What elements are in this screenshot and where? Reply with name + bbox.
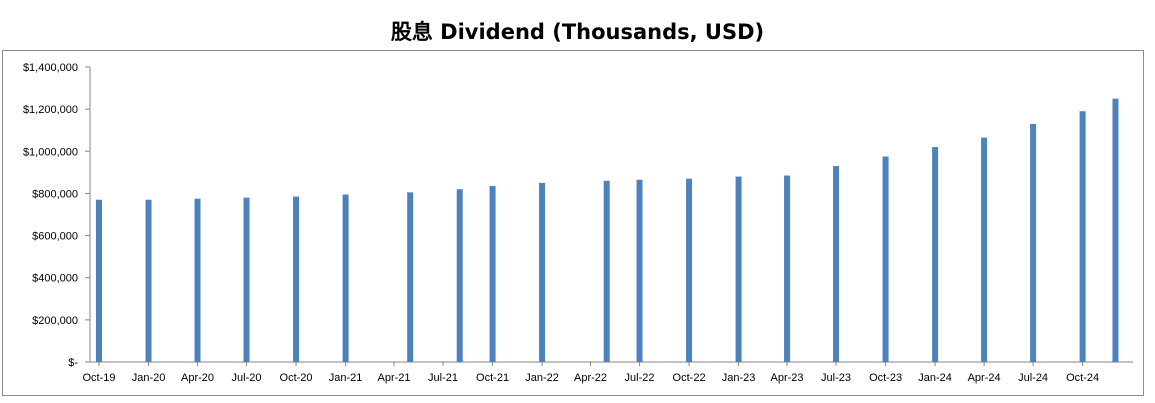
- y-tick-label: $200,000: [32, 315, 78, 327]
- x-tick-label: Oct-20: [280, 372, 313, 384]
- x-tick-label: Apr-21: [378, 372, 411, 384]
- x-tick-label: Jul-23: [821, 372, 851, 384]
- bar: [636, 179, 643, 362]
- bar: [686, 178, 693, 362]
- bar: [243, 197, 250, 362]
- bar: [1112, 98, 1119, 362]
- x-tick-label: Jul-20: [232, 372, 262, 384]
- bar: [833, 166, 840, 362]
- x-tick-label: Apr-22: [574, 372, 607, 384]
- bar: [603, 180, 610, 362]
- bar: [784, 175, 791, 362]
- bar: [456, 189, 463, 362]
- bar: [735, 176, 742, 362]
- bar: [981, 137, 988, 362]
- bar-chart: $- $200,000 $400,000 $600,000 $800,000 $1,000…: [23, 62, 1133, 384]
- bar: [194, 198, 201, 362]
- x-tick-label: Jan-22: [525, 372, 559, 384]
- x-tick-label: Apr-24: [968, 372, 1001, 384]
- y-tick-label: $1,200,000: [23, 104, 78, 116]
- x-tick-label: Oct-19: [82, 372, 115, 384]
- x-tick-label: Apr-23: [771, 372, 804, 384]
- x-tick-label: Oct-21: [476, 372, 509, 384]
- x-tick-label: Jul-21: [428, 372, 458, 384]
- bar: [489, 186, 496, 362]
- chart-area: $- $200,000 $400,000 $600,000 $800,000 $1,000…: [2, 50, 1144, 396]
- bar: [539, 182, 546, 362]
- bar: [407, 192, 414, 362]
- y-tick-label: $800,000: [32, 188, 78, 200]
- bar: [932, 147, 939, 362]
- bar: [145, 199, 152, 362]
- bar: [882, 156, 889, 362]
- x-tick-label: Jul-22: [625, 372, 655, 384]
- x-tick-label: Jul-24: [1018, 372, 1048, 384]
- x-tick-label: Apr-20: [181, 372, 214, 384]
- x-tick-label: Oct-24: [1066, 372, 1099, 384]
- y-tick-label: $1,000,000: [23, 146, 78, 158]
- bar: [1030, 123, 1037, 363]
- x-tick-label: Jan-24: [918, 372, 952, 384]
- y-tick-label: $-: [68, 357, 78, 369]
- x-tick-label: Jan-23: [722, 372, 756, 384]
- bar: [96, 199, 102, 362]
- y-tick-label: $400,000: [32, 273, 78, 285]
- x-tick-label: Jan-20: [132, 372, 166, 384]
- x-tick-label: Jan-21: [329, 372, 363, 384]
- y-tick-label: $1,400,000: [23, 62, 78, 74]
- bar: [293, 196, 300, 362]
- x-tick-label: Oct-23: [869, 372, 902, 384]
- bar: [342, 194, 349, 362]
- bar: [1079, 111, 1086, 362]
- x-tick-label: Oct-22: [673, 372, 706, 384]
- y-tick-label: $600,000: [32, 231, 78, 243]
- chart-title: 股息 Dividend (Thousands, USD): [390, 20, 765, 44]
